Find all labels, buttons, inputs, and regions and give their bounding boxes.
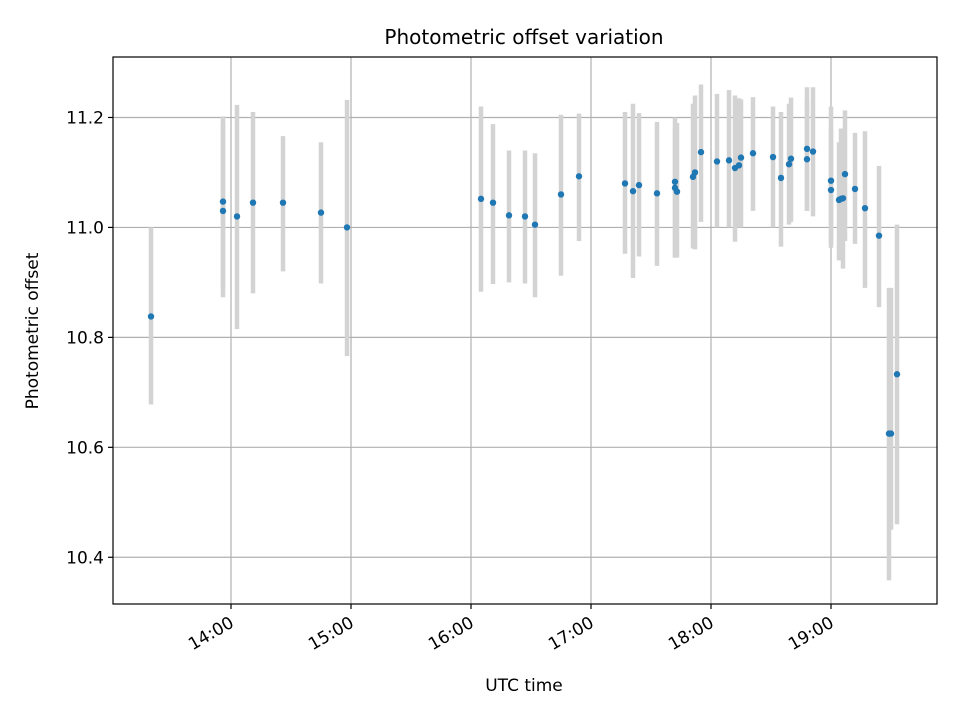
data-point <box>219 198 227 205</box>
x-axis-label: UTC time <box>485 676 563 696</box>
y-tick-label: 10.8 <box>66 328 104 348</box>
y-tick-label: 11.0 <box>66 218 104 238</box>
data-point <box>653 190 661 197</box>
data-point <box>673 188 681 195</box>
data-point <box>691 169 699 176</box>
data-point <box>809 148 817 155</box>
data-point <box>827 177 835 184</box>
data-point <box>621 180 629 187</box>
data-point <box>635 181 643 189</box>
data-point <box>489 199 497 206</box>
data-point <box>803 145 811 153</box>
data-point <box>803 156 811 163</box>
data-point <box>233 213 241 220</box>
data-point <box>875 232 883 239</box>
y-tick-label: 11.2 <box>66 108 104 128</box>
data-point <box>575 173 583 180</box>
data-point <box>477 195 485 203</box>
data-point <box>725 157 733 164</box>
data-point <box>671 178 679 185</box>
data-point <box>343 224 351 231</box>
data-points <box>147 145 901 437</box>
data-point <box>785 161 793 168</box>
data-point <box>735 162 743 169</box>
plot-frame <box>112 56 938 605</box>
y-axis-ticks: 10.4 10.6 10.8 11.0 11.2 <box>66 108 113 568</box>
data-point <box>893 371 901 378</box>
data-point <box>147 313 155 320</box>
data-point <box>249 199 257 206</box>
data-point <box>737 154 745 161</box>
data-point <box>851 185 859 193</box>
data-point <box>827 186 835 194</box>
data-point <box>279 199 287 206</box>
data-point <box>887 430 895 437</box>
data-point <box>749 150 757 157</box>
data-point <box>557 191 565 198</box>
data-point <box>697 148 705 156</box>
y-axis-label: Photometric offset <box>23 252 43 409</box>
data-point <box>219 207 227 215</box>
y-tick-label: 10.4 <box>66 548 104 568</box>
data-point <box>777 174 785 182</box>
data-point <box>521 213 529 220</box>
data-point <box>629 187 637 195</box>
data-point <box>531 221 539 228</box>
data-point <box>769 153 777 161</box>
data-point <box>787 155 795 162</box>
chart-title: Photometric offset variation <box>384 25 663 49</box>
data-point <box>713 158 721 165</box>
data-point <box>841 170 849 178</box>
data-point <box>861 204 869 212</box>
data-point <box>317 209 325 216</box>
y-tick-label: 10.6 <box>66 438 104 458</box>
data-point <box>505 212 513 219</box>
data-point <box>839 195 847 202</box>
